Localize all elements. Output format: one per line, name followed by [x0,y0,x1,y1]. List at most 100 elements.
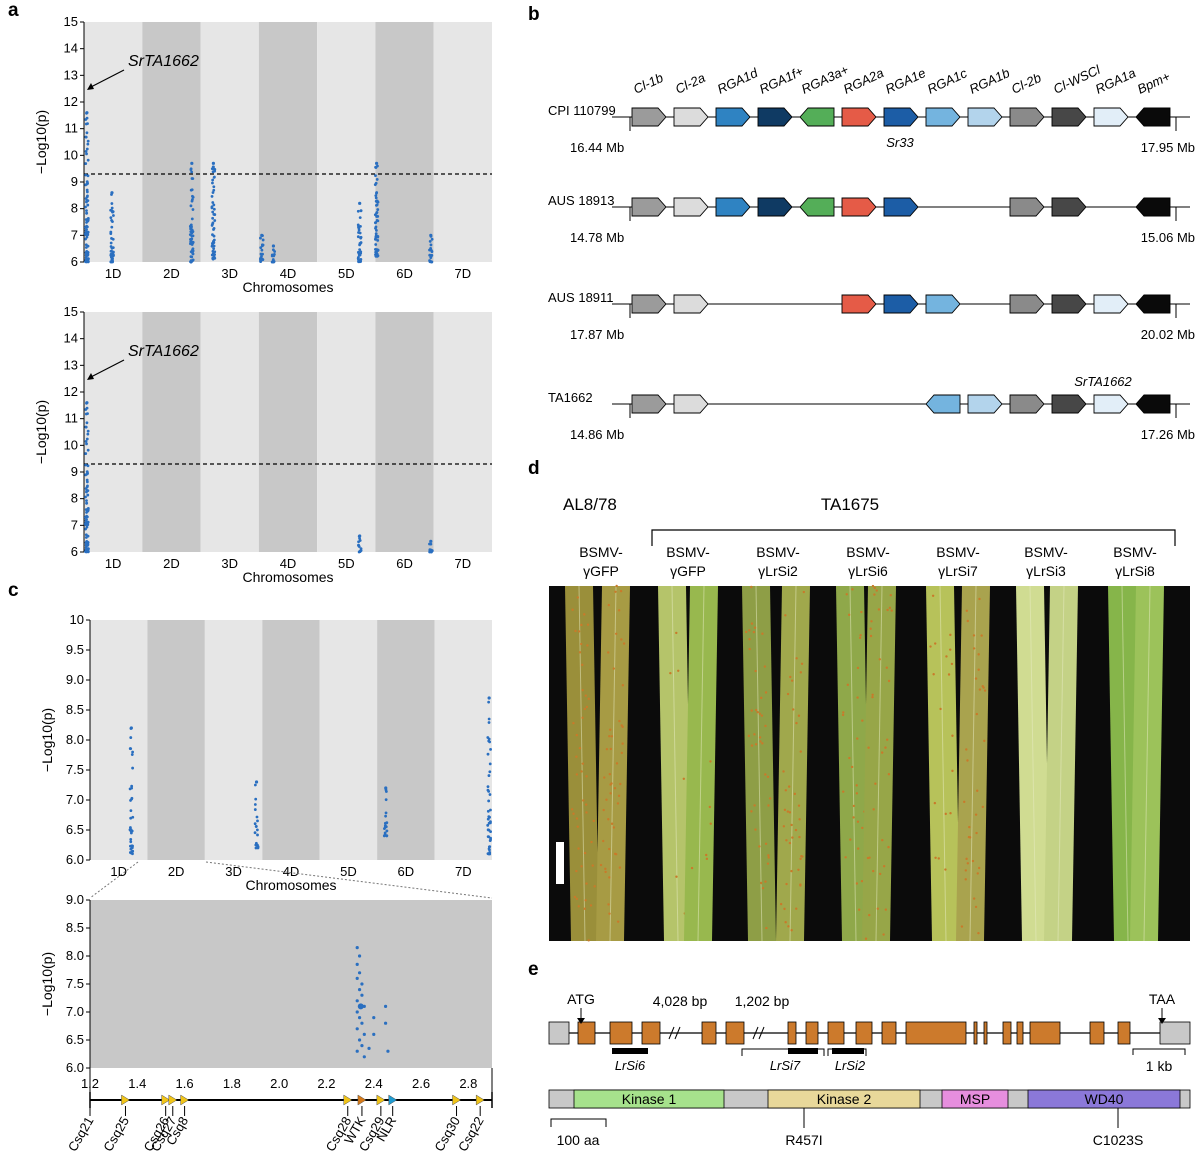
rust-pustule [622,642,626,645]
kb-scale-bar [1132,1048,1186,1055]
end-position: 20.02 Mb [1141,327,1195,342]
snp-point [131,852,134,856]
rust-pustule [585,811,588,814]
rust-pustule [705,857,709,861]
rust-pustule [584,803,588,806]
domain-wd40 [1027,1089,1181,1109]
x-axis-label: Chromosomes [242,279,333,295]
gene-arrow-cl-1b [631,197,667,217]
group-left-label: AL8/78 [563,495,617,514]
gene-arrow-bpm-plus [1135,107,1171,127]
snp-point [130,786,134,790]
exon [983,1021,988,1045]
snp-point [383,1021,388,1025]
rust-pustule [612,826,616,829]
rust-pustule [753,733,756,736]
gene-arrow-rga1d [715,107,751,127]
snp-point [374,174,377,178]
rust-pustule [621,742,624,745]
y-tick-label: 7.5 [66,762,84,777]
rust-pustule [612,667,616,670]
snp-point-top [358,534,362,538]
taa-arrowhead [1158,1018,1166,1024]
rust-pustule [877,608,881,611]
snp-point [260,248,264,252]
rust-pustule [798,835,801,839]
group-bracket [651,529,1176,546]
haplotype-name: CPI 110799 [548,103,616,118]
chromosome-band-7D [434,620,492,860]
snp-point [190,170,194,174]
rust-pustule [880,751,884,754]
snp-point [357,256,360,259]
exon [881,1021,897,1045]
rust-pustule [575,817,579,820]
snp-point [488,851,492,854]
snp-point [360,1021,364,1025]
snp-point [357,258,360,262]
rust-pustule [572,721,575,725]
rust-pustule [581,716,584,720]
leaf-vein [875,585,883,942]
rust-pustule [618,866,622,869]
snp-point [84,237,87,241]
leaf-vein [1121,585,1129,942]
snp-point [85,211,89,215]
chromosome-band-4D [262,620,320,860]
intron-2-size: 1,202 bp [735,993,790,1009]
rust-pustule [764,724,767,728]
rust-pustule [786,810,790,813]
manhattan-plot-a-top: 1D 2D 3D 4D 5D 6D 7D 6 7 8 9 10 11 12 13 14 15 Chromosome… [33,14,492,295]
snp-point [129,747,133,751]
snp-point [487,717,491,721]
rust-pustule [576,596,579,599]
snp-point [213,219,217,222]
rust-pustule [754,743,758,746]
snp-point [357,971,362,975]
rust-pustule [944,868,947,871]
snp-point [130,753,134,756]
x-tick-label: 1.2 [81,1076,99,1091]
y-tick-label: 9.0 [66,892,84,907]
x-tick-1D: 1D [110,864,127,879]
snp-point [84,440,88,443]
treatment-label-line2: γLrSi3 [1026,563,1066,579]
snp-point [487,721,491,724]
rust-pustule [602,839,605,843]
rust-pustule [580,623,583,627]
y-tick-label: 13 [64,67,78,82]
x-tick-label: 2.2 [317,1076,335,1091]
domain-kinase-2 [767,1089,921,1109]
snp-point [191,208,195,211]
rust-pustule [965,857,968,861]
rust-pustule [800,662,804,665]
rust-pustule [745,630,748,634]
rust-pustule [592,819,595,823]
rust-pustule [977,931,980,935]
rust-pustule [977,668,980,671]
rust-pustule [868,913,871,917]
gene-header-cl-1b: Cl-1b [631,70,666,97]
snp-point [211,221,215,225]
snp-point [211,210,215,214]
rust-pustule [768,797,772,800]
rust-pustule [873,593,876,596]
rust-pustule [752,630,756,634]
rust-pustule [964,869,967,872]
snp-point [486,817,490,821]
rust-pustule [787,925,790,928]
snp-point [355,999,359,1003]
gene-label-csq25: Csq25 [100,1114,132,1154]
snp-point [84,260,87,264]
x-tick-4D: 4D [283,864,300,879]
snp-point [376,235,380,238]
rust-pustule [795,907,798,910]
rust-pustule [869,634,873,638]
snp-point [86,244,90,248]
chromosome-band-3D [200,312,259,552]
rust-pustule [846,683,850,687]
snp-point [84,173,88,177]
rust-pustule [620,751,624,755]
snp-point [190,255,194,259]
